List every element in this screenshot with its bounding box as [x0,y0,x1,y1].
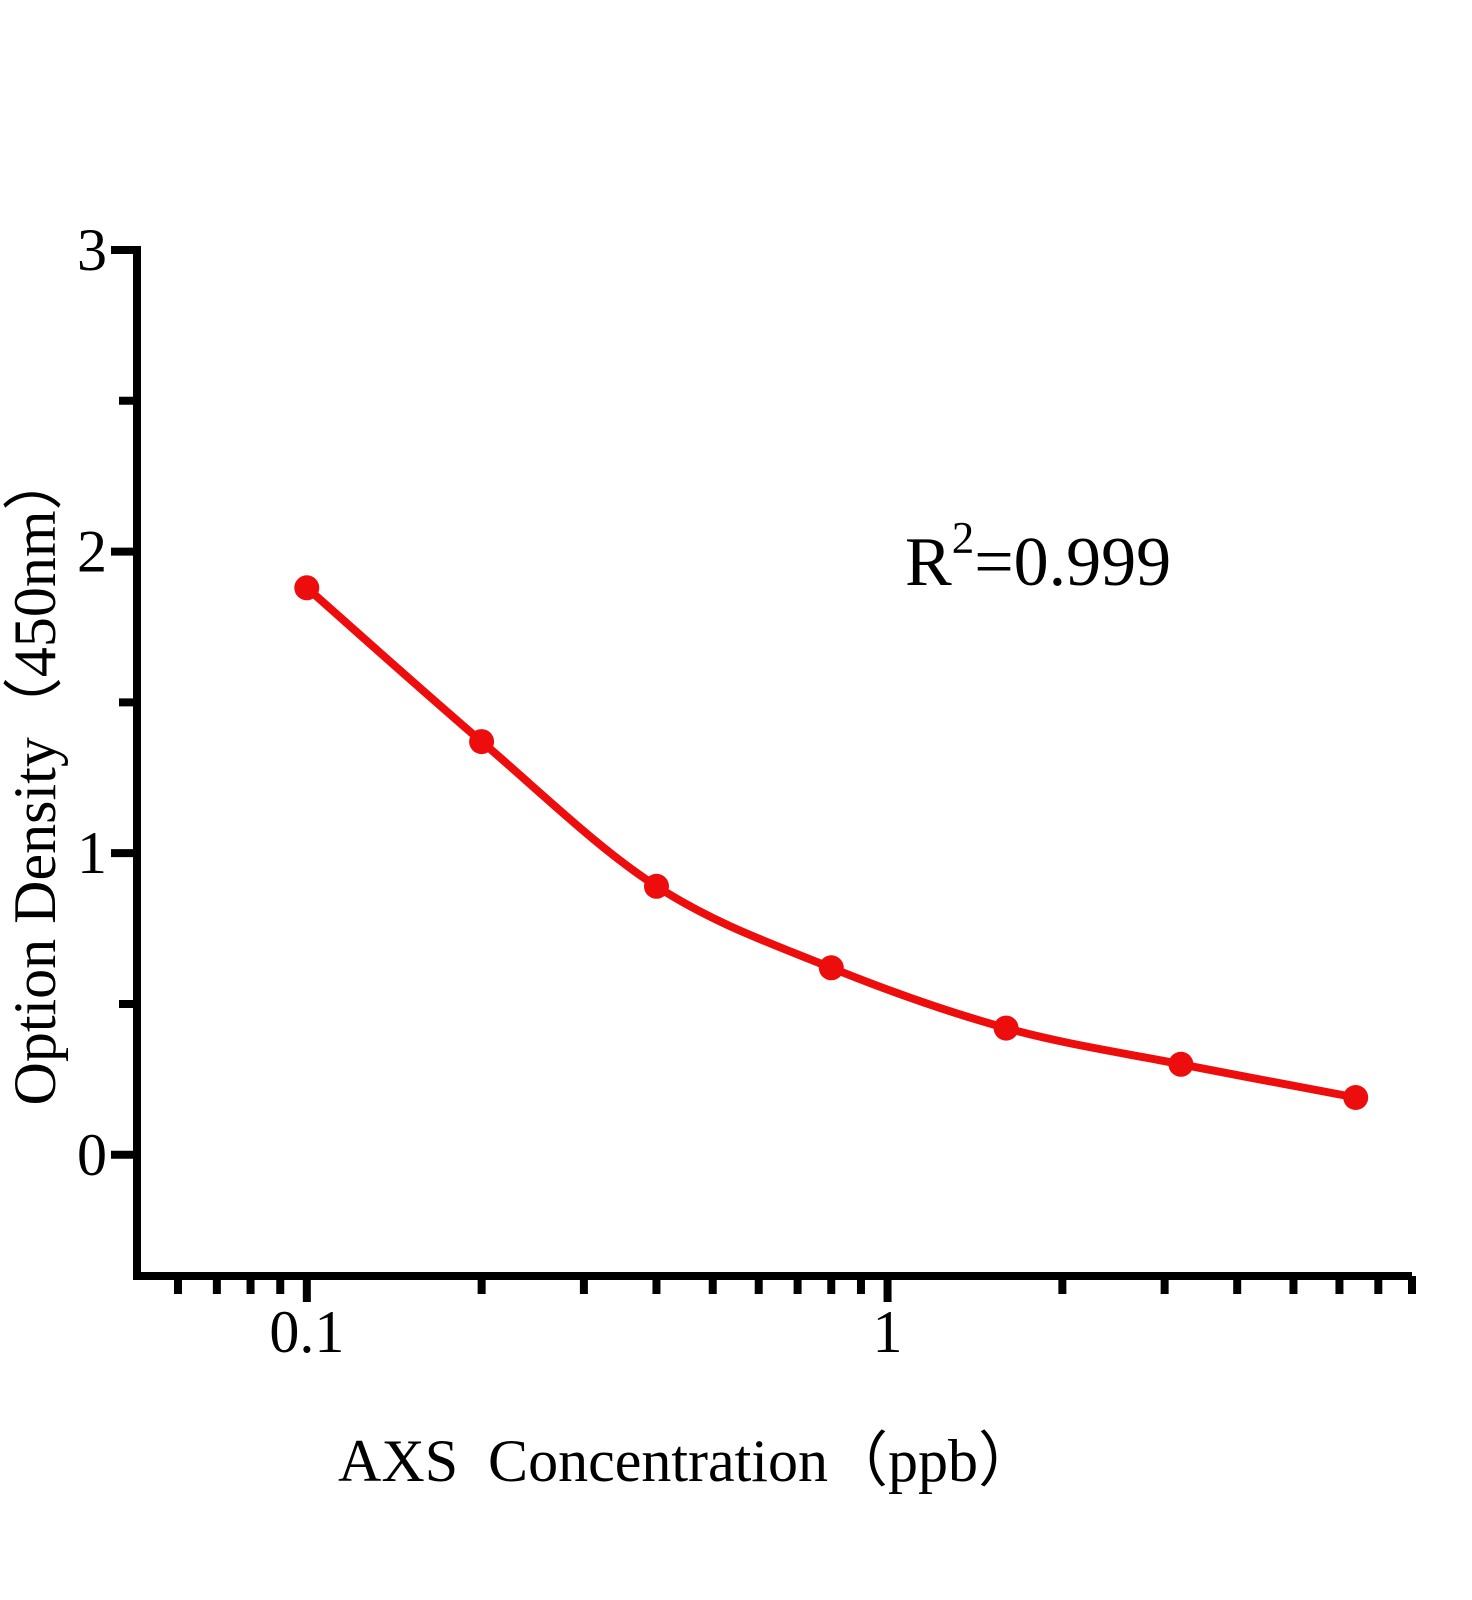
y-tick-label: 3 [77,217,107,283]
y-axis-title: Option Density（450nm） [2,451,68,1106]
x-tick-label: 0.1 [269,1299,344,1365]
data-point [294,575,320,601]
data-point [993,1015,1019,1041]
fit-curve [302,583,1360,1102]
x-axis-title: AXS Concentration（ppb） [338,1428,1038,1494]
data-point [644,873,669,899]
data-point [818,955,844,981]
data-point [469,729,495,755]
data-point [1168,1051,1194,1077]
y-tick-label: 1 [77,820,107,886]
data-point [1343,1085,1369,1110]
x-tick-label: 1 [873,1299,903,1365]
y-tick-label: 0 [77,1122,107,1188]
r-squared-annotation: R2=0.999 [905,513,1171,601]
y-tick-label: 2 [77,519,107,585]
